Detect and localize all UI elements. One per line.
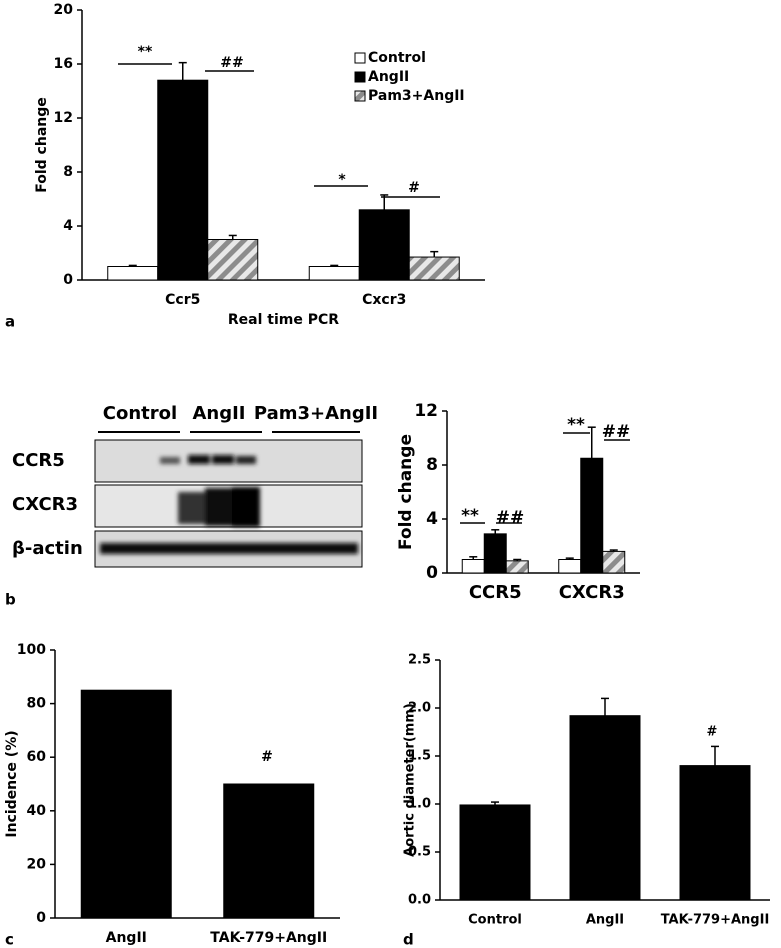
y-tick-label: 1.5 (408, 749, 431, 764)
western-blot: Control AngII Pam3+AngII CCR5 CXCR3 β-ac… (12, 403, 378, 568)
y-tick-label: 0 (63, 272, 73, 288)
blot-row: CXCR3 (12, 494, 78, 515)
significance-mark: # (261, 749, 273, 765)
bar (358, 209, 410, 281)
bar (408, 256, 460, 281)
bar (308, 266, 360, 281)
significance-mark: * (338, 172, 346, 188)
x-tick-label: TAK-779+AngII (210, 930, 327, 946)
y-tick-label: 20 (54, 2, 74, 18)
y-tick-label: 2.0 (408, 701, 431, 716)
bar (569, 715, 641, 901)
significance-mark: # (408, 180, 420, 196)
x-axis-label: Real time PCR (228, 312, 339, 328)
y-tick-label: 1.0 (408, 797, 431, 812)
legend-swatch (354, 71, 366, 83)
legend-label: Pam3+AngII (368, 88, 465, 104)
bar (459, 804, 531, 901)
significance-mark: # (707, 725, 718, 740)
legend-swatch (354, 52, 366, 64)
y-tick-label: 0 (426, 563, 438, 583)
legend-label: Control (368, 50, 426, 66)
y-axis-label: Fold change (34, 97, 50, 193)
panel-letter: c (5, 931, 14, 948)
legend-label: AngII (368, 69, 409, 85)
y-tick-label: 4 (63, 218, 73, 234)
y-tick-label: 80 (27, 696, 47, 712)
x-tick-label: AngII (586, 913, 624, 928)
y-tick-label: 12 (414, 401, 438, 421)
panel-letter: a (5, 313, 15, 331)
x-tick-label: Ccr5 (165, 292, 200, 308)
blot-column: Pam3+AngII (254, 403, 378, 424)
bar (207, 239, 259, 281)
y-tick-label: 60 (27, 749, 47, 765)
x-tick-label: Control (468, 913, 522, 928)
bar (80, 689, 172, 919)
y-tick-label: 2.5 (408, 653, 431, 668)
y-tick-label: 0 (36, 910, 46, 926)
legend-swatch (354, 90, 366, 102)
y-tick-label: 8 (426, 455, 438, 475)
bar (483, 533, 507, 574)
blot-column: AngII (192, 403, 245, 424)
significance-mark: ** (567, 415, 585, 435)
panel-letter: b (5, 591, 16, 609)
blot-bands (100, 455, 358, 554)
y-tick-label: 20 (27, 856, 47, 872)
blot-row: CCR5 (12, 450, 65, 471)
x-tick-label: AngII (106, 930, 147, 946)
y-tick-label: 0.0 (408, 893, 431, 908)
bar (580, 457, 604, 574)
bar (157, 79, 209, 281)
y-tick-label: 0.5 (408, 845, 431, 860)
x-tick-label: CXCR3 (559, 582, 625, 603)
significance-mark: ** (138, 44, 153, 60)
y-tick-label: 40 (27, 803, 47, 819)
significance-mark: ## (220, 55, 243, 71)
bar (505, 560, 529, 574)
significance-mark: ** (461, 506, 479, 526)
significance-mark: ## (496, 508, 525, 528)
y-tick-label: 16 (54, 56, 73, 72)
bar (223, 783, 315, 919)
significance-mark: ## (602, 422, 631, 442)
bar (107, 266, 159, 281)
bar (558, 559, 582, 574)
bar (679, 765, 751, 901)
significance-mark: * (603, 766, 610, 781)
y-tick-label: 8 (63, 164, 73, 180)
bar (461, 559, 485, 574)
y-tick-label: 4 (426, 509, 438, 529)
x-tick-label: CCR5 (469, 582, 522, 603)
panel-letter: d (403, 931, 414, 948)
blot-row: β-actin (12, 538, 83, 559)
y-axis-label: Aortic diameter(mm) (403, 703, 418, 857)
x-tick-label: Cxcr3 (362, 292, 406, 308)
y-axis-label: Fold change (396, 434, 416, 550)
y-axis-label: Incidence (%) (4, 730, 20, 837)
y-tick-label: 12 (54, 110, 73, 126)
y-tick-label: 100 (17, 642, 46, 658)
x-tick-label: TAK-779+AngII (661, 913, 770, 928)
blot-column: Control (103, 403, 177, 424)
bar (602, 550, 626, 574)
